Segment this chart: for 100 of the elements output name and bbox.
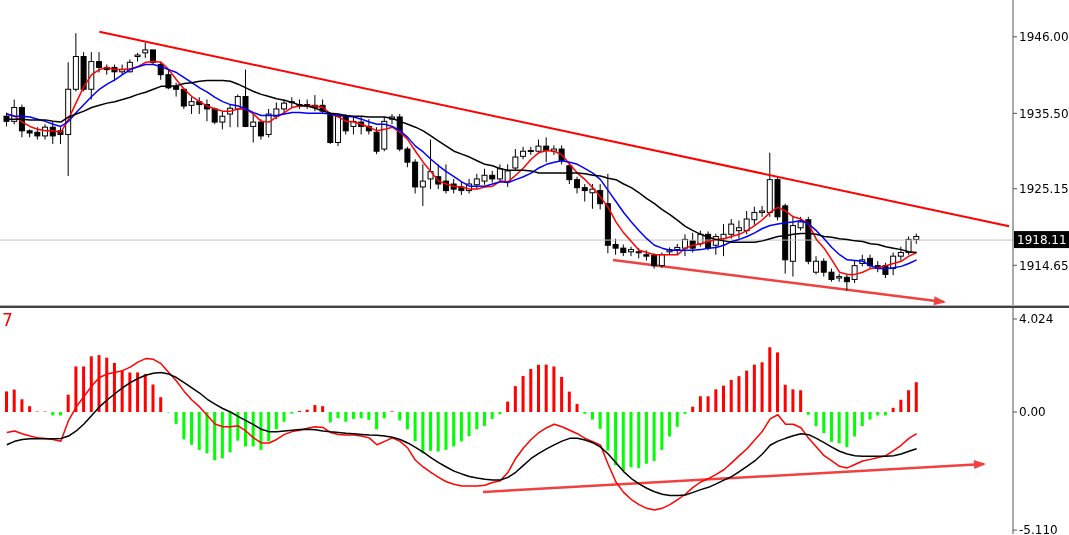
- bar: [652, 411, 656, 461]
- bar: [590, 411, 594, 420]
- bar: [853, 411, 857, 437]
- bar: [267, 411, 271, 442]
- bar: [621, 411, 625, 471]
- bar: [644, 411, 648, 464]
- bar: [228, 411, 232, 453]
- bar: [606, 411, 610, 451]
- bar: [737, 376, 741, 412]
- bar: [136, 372, 140, 412]
- bar: [799, 390, 803, 412]
- bar: [891, 407, 895, 412]
- bar: [722, 385, 726, 412]
- bar: [760, 362, 764, 412]
- bar: [490, 411, 494, 419]
- bar: [313, 405, 317, 412]
- line-series: [6, 371, 918, 497]
- bar: [536, 364, 540, 412]
- bar: [344, 411, 348, 422]
- line-series: [6, 357, 918, 511]
- bar: [614, 411, 618, 466]
- y-tick-label: 1914.65: [1019, 258, 1069, 273]
- bar: [112, 363, 116, 412]
- bar: [20, 399, 24, 412]
- bar: [822, 411, 826, 434]
- bar: [197, 411, 201, 450]
- bar: [775, 352, 779, 412]
- bar: [752, 364, 756, 412]
- candlestick: [419, 163, 426, 207]
- bar: [375, 411, 379, 430]
- y-tick-label: 1935.50: [1019, 106, 1069, 121]
- bar: [413, 411, 417, 442]
- bar: [475, 411, 479, 430]
- bar: [883, 411, 887, 416]
- bar: [51, 411, 55, 416]
- candlestick: [96, 51, 103, 74]
- bar: [876, 411, 880, 416]
- bar: [82, 366, 86, 412]
- bar: [282, 411, 286, 422]
- y-tick-label: 1925.15: [1019, 182, 1069, 197]
- annotation: 7: [2, 310, 13, 330]
- bar: [5, 391, 8, 412]
- bar: [12, 389, 16, 412]
- y-tick-label: 1946.00: [1019, 30, 1069, 45]
- bar: [143, 374, 147, 412]
- bar: [868, 411, 872, 420]
- bar: [529, 369, 533, 412]
- bar: [351, 411, 355, 419]
- bar: [421, 411, 425, 454]
- bar: [328, 411, 332, 423]
- bar: [459, 411, 463, 442]
- bar: [205, 411, 209, 454]
- bar: [405, 411, 409, 430]
- bar: [814, 411, 818, 427]
- bar: [783, 384, 787, 412]
- bar: [190, 411, 194, 445]
- bar: [745, 370, 749, 412]
- bar: [899, 399, 903, 412]
- bar: [274, 411, 278, 430]
- bar: [698, 396, 702, 412]
- candlestick: [813, 255, 820, 275]
- bar: [791, 389, 795, 412]
- bar: [860, 411, 864, 427]
- bar: [213, 411, 217, 461]
- bar: [637, 411, 641, 468]
- bar: [259, 411, 263, 450]
- bar: [544, 364, 548, 412]
- bar: [321, 406, 325, 412]
- bar: [436, 411, 440, 452]
- bar: [660, 411, 664, 450]
- bar: [506, 401, 510, 412]
- bar: [513, 386, 517, 412]
- bar: [452, 411, 456, 447]
- bar: [151, 384, 155, 412]
- bar: [806, 411, 810, 415]
- bar: [28, 406, 32, 412]
- bar: [668, 411, 672, 437]
- bar: [336, 411, 340, 419]
- y-tick-label: 4.024: [1019, 312, 1054, 327]
- bar: [829, 411, 833, 442]
- candlestick: [442, 163, 449, 194]
- bar: [467, 411, 471, 437]
- candlestick: [735, 219, 742, 240]
- y-tick-label: 0.00: [1019, 405, 1046, 420]
- bar: [575, 403, 579, 412]
- bar: [914, 382, 918, 412]
- bar: [159, 397, 163, 412]
- bar: [483, 411, 487, 426]
- bar: [714, 389, 718, 412]
- bar: [675, 411, 679, 427]
- bar: [729, 379, 733, 412]
- bar: [706, 396, 710, 412]
- bar: [382, 411, 386, 419]
- bar: [58, 411, 62, 416]
- bar: [66, 394, 70, 412]
- bar: [768, 347, 772, 412]
- bar: [359, 411, 363, 419]
- bar: [907, 390, 911, 412]
- bar: [629, 411, 633, 468]
- bar: [429, 411, 433, 451]
